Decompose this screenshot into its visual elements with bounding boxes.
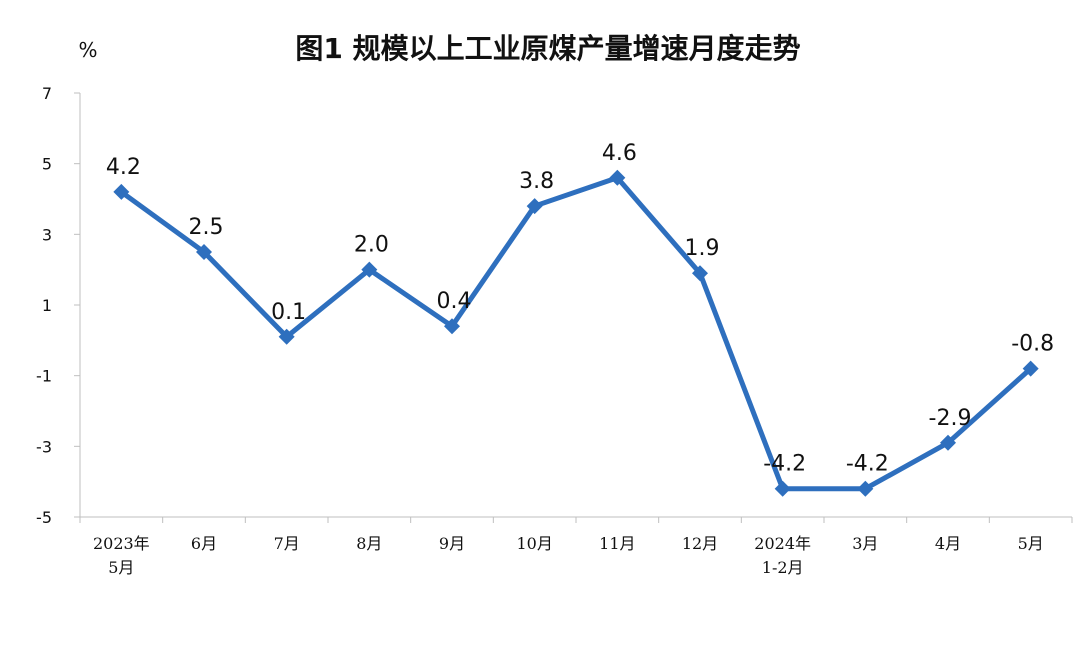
data-label: 1.9 [685,236,720,261]
x-tick-label-line: 10月 [516,534,552,553]
x-tick-label-line: 5月 [108,558,134,577]
x-tick-label: 9月 [439,534,465,553]
data-label: -0.8 [1011,332,1054,357]
x-tick-label: 11月 [599,534,635,553]
x-tick-label-line: 8月 [356,534,382,553]
chart-title: 图1 规模以上工业原煤产量增速月度走势 [295,32,800,65]
x-tick-label-line: 12月 [682,534,718,553]
x-tick-label-line: 2023年 [93,534,150,553]
data-point-marker [278,328,295,345]
data-label: 0.4 [437,289,472,314]
y-unit-label: % [78,38,97,62]
x-tick-label: 8月 [356,534,382,553]
x-tick-label-line: 11月 [599,534,635,553]
x-tick-label: 3月 [852,534,878,553]
x-tick-label: 6月 [191,534,217,553]
data-point-marker [609,169,626,186]
data-label: 4.6 [602,141,637,166]
y-tick-label: 5 [42,155,52,174]
axes: 7 5 3 1 -1 -3 -5 2023年 5月 6月 7月 8月 9月 10月 11月 12月 2024年 1… [36,84,1073,577]
x-tick-label-line: 5月 [1018,534,1044,553]
data-labels: 4.2 2.5 0.1 2.0 0.4 3.8 4.6 1.9 -4.2 -4.2 -2.9 -0.8 [106,141,1054,477]
y-tick-label: -5 [36,508,52,527]
x-tick-label-line: 4月 [935,534,961,553]
x-tick-label: 2024年 1-2月 [754,534,811,577]
data-point-marker [774,480,791,497]
series-line [118,175,1034,492]
y-tick-label: -1 [36,367,52,386]
data-point-marker [361,261,378,278]
x-tick-label: 12月 [682,534,718,553]
y-tick-label: 1 [42,296,52,315]
x-tick-label-line: 2024年 [754,534,811,553]
y-tick-label: 3 [42,225,52,244]
data-label: 4.2 [106,155,141,180]
y-tick-label: 7 [42,84,52,103]
data-point-marker [692,265,708,282]
x-tick-label-line: 1-2月 [762,558,804,577]
data-point-marker [1022,360,1039,377]
x-tick-label: 7月 [274,534,300,553]
x-tick-label: 5月 [1018,534,1044,553]
y-tick-label: -3 [36,437,52,456]
x-tick-label-line: 3月 [852,534,878,553]
data-label: 2.0 [354,233,389,258]
data-point-marker [940,434,956,451]
x-tick-label-line: 9月 [439,534,465,553]
x-tick-label-line: 7月 [274,534,300,553]
data-label: 3.8 [519,169,554,194]
data-point-marker [444,318,460,335]
x-tick-label-line: 6月 [191,534,217,553]
data-point-marker [857,480,874,497]
data-label: -2.9 [929,406,972,431]
data-point-marker [196,244,212,260]
x-tick-label: 4月 [935,534,961,553]
data-point-marker [113,183,130,200]
data-label: -4.2 [846,452,889,477]
x-tick-label: 2023年 5月 [93,534,150,577]
data-label: -4.2 [763,452,806,477]
x-tick-label: 10月 [516,534,552,553]
data-label: 0.1 [271,300,306,325]
series-layer [113,169,1039,497]
data-label: 2.5 [189,215,224,240]
data-point-marker [526,198,543,215]
